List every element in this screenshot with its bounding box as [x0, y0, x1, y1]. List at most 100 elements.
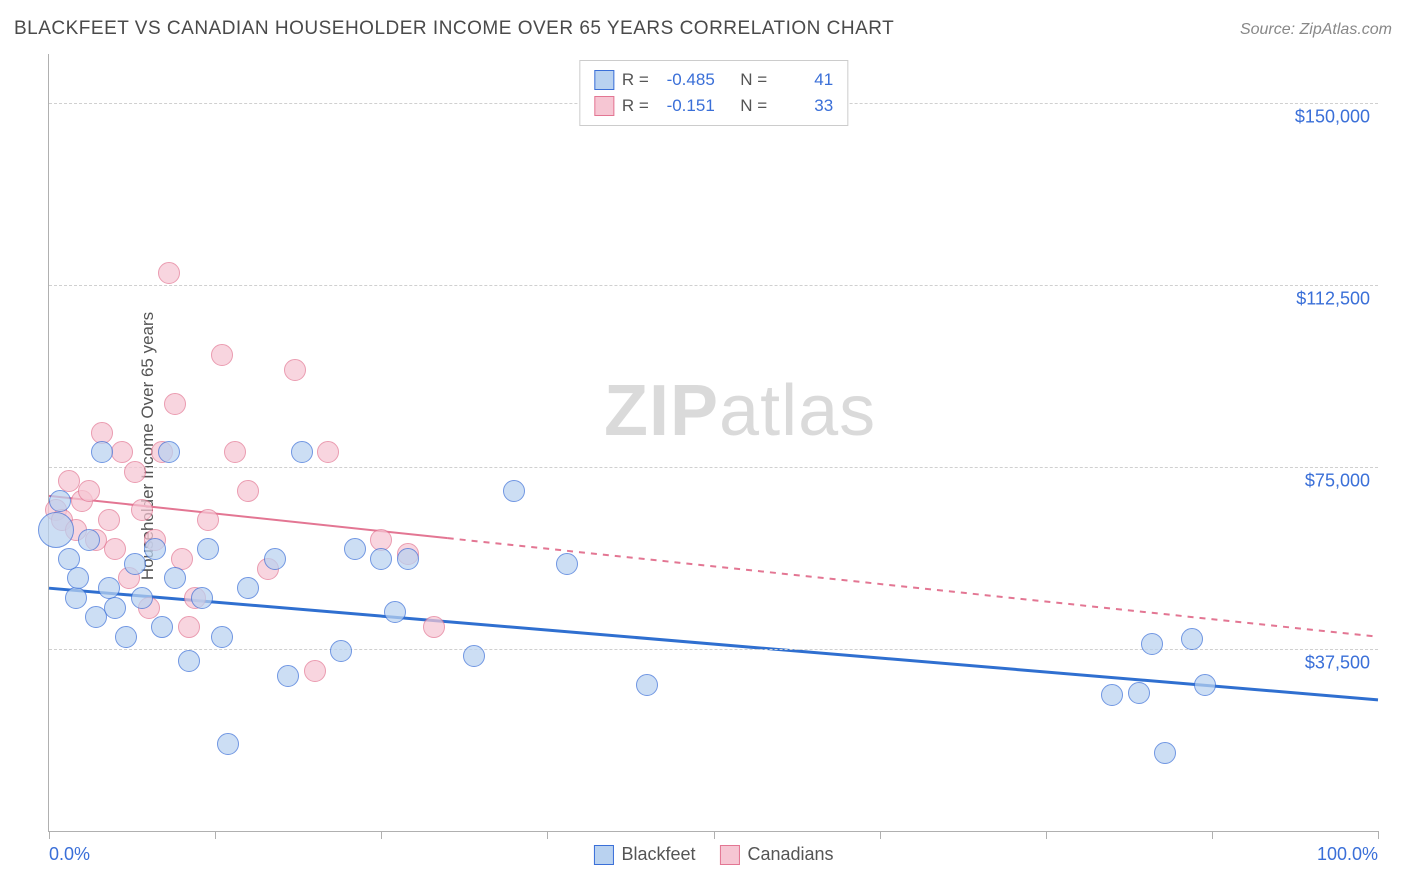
- scatter-point-blackfeet: [124, 553, 146, 575]
- scatter-point-canadians: [98, 509, 120, 531]
- chart-source: Source: ZipAtlas.com: [1240, 21, 1392, 39]
- x-tick: [381, 831, 382, 839]
- scatter-point-blackfeet: [370, 548, 392, 570]
- scatter-point-blackfeet: [1194, 674, 1216, 696]
- trend-lines-svg: [49, 54, 1378, 831]
- scatter-point-blackfeet: [1181, 628, 1203, 650]
- scatter-point-blackfeet: [291, 441, 313, 463]
- scatter-point-blackfeet: [91, 441, 113, 463]
- scatter-point-canadians: [423, 616, 445, 638]
- scatter-point-blackfeet: [49, 490, 71, 512]
- chart-title: BLACKFEET VS CANADIAN HOUSEHOLDER INCOME…: [14, 18, 894, 40]
- scatter-point-blackfeet: [1101, 684, 1123, 706]
- scatter-point-blackfeet: [38, 512, 74, 548]
- scatter-point-blackfeet: [85, 606, 107, 628]
- gridline: [49, 467, 1378, 468]
- legend-stats-row-2: R = -0.151 N = 33: [594, 93, 833, 119]
- scatter-point-blackfeet: [197, 538, 219, 560]
- scatter-point-blackfeet: [264, 548, 286, 570]
- scatter-point-canadians: [197, 509, 219, 531]
- scatter-point-blackfeet: [344, 538, 366, 560]
- y-tick-label: $75,000: [1305, 470, 1370, 491]
- legend-stats: R = -0.485 N = 41 R = -0.151 N = 33: [579, 60, 848, 126]
- scatter-point-canadians: [131, 499, 153, 521]
- y-tick-label: $37,500: [1305, 652, 1370, 673]
- scatter-point-blackfeet: [65, 587, 87, 609]
- scatter-point-blackfeet: [151, 616, 173, 638]
- legend-label: Canadians: [747, 844, 833, 865]
- scatter-point-canadians: [158, 262, 180, 284]
- scatter-point-blackfeet: [144, 538, 166, 560]
- x-tick: [1046, 831, 1047, 839]
- x-tick: [880, 831, 881, 839]
- scatter-point-blackfeet: [217, 733, 239, 755]
- scatter-point-blackfeet: [78, 529, 100, 551]
- scatter-point-blackfeet: [1128, 682, 1150, 704]
- scatter-point-canadians: [317, 441, 339, 463]
- n-value: 33: [775, 93, 833, 119]
- n-label: N =: [740, 93, 767, 119]
- legend-swatch-canadians: [719, 845, 739, 865]
- r-label: R =: [622, 67, 649, 93]
- x-tick-label-end: 100.0%: [1317, 844, 1378, 865]
- legend-item-canadians: Canadians: [719, 844, 833, 865]
- scatter-point-blackfeet: [158, 441, 180, 463]
- n-value: 41: [775, 67, 833, 93]
- scatter-point-blackfeet: [277, 665, 299, 687]
- scatter-point-canadians: [304, 660, 326, 682]
- scatter-point-canadians: [104, 538, 126, 560]
- trend-line-solid: [49, 588, 1378, 700]
- legend-label: Blackfeet: [621, 844, 695, 865]
- legend-stats-row-1: R = -0.485 N = 41: [594, 67, 833, 93]
- scatter-point-blackfeet: [1154, 742, 1176, 764]
- x-tick: [215, 831, 216, 839]
- scatter-point-blackfeet: [178, 650, 200, 672]
- scatter-point-canadians: [124, 461, 146, 483]
- scatter-point-blackfeet: [503, 480, 525, 502]
- gridline: [49, 649, 1378, 650]
- y-tick-label: $150,000: [1295, 106, 1370, 127]
- x-tick-label-start: 0.0%: [49, 844, 90, 865]
- r-value: -0.151: [657, 93, 715, 119]
- scatter-point-blackfeet: [636, 674, 658, 696]
- x-tick: [1378, 831, 1379, 839]
- scatter-point-blackfeet: [1141, 633, 1163, 655]
- n-label: N =: [740, 67, 767, 93]
- r-value: -0.485: [657, 67, 715, 93]
- legend-item-blackfeet: Blackfeet: [593, 844, 695, 865]
- scatter-point-blackfeet: [191, 587, 213, 609]
- scatter-point-blackfeet: [164, 567, 186, 589]
- y-tick-label: $112,500: [1296, 288, 1370, 309]
- legend-swatch-blackfeet: [594, 70, 614, 90]
- scatter-point-canadians: [178, 616, 200, 638]
- trend-line-dashed: [448, 538, 1378, 637]
- plot-area: ZIPatlas R = -0.485 N = 41 R = -0.151 N …: [48, 54, 1378, 832]
- scatter-point-blackfeet: [104, 597, 126, 619]
- scatter-point-canadians: [224, 441, 246, 463]
- scatter-point-canadians: [211, 344, 233, 366]
- scatter-point-blackfeet: [330, 640, 352, 662]
- x-tick: [714, 831, 715, 839]
- scatter-point-blackfeet: [463, 645, 485, 667]
- x-tick: [49, 831, 50, 839]
- legend-swatch-blackfeet: [593, 845, 613, 865]
- x-tick: [1212, 831, 1213, 839]
- scatter-point-canadians: [284, 359, 306, 381]
- scatter-point-canadians: [164, 393, 186, 415]
- gridline: [49, 285, 1378, 286]
- scatter-point-blackfeet: [211, 626, 233, 648]
- scatter-point-canadians: [111, 441, 133, 463]
- scatter-point-canadians: [78, 480, 100, 502]
- legend-series: Blackfeet Canadians: [593, 844, 833, 865]
- chart-header: BLACKFEET VS CANADIAN HOUSEHOLDER INCOME…: [14, 18, 1392, 40]
- scatter-point-blackfeet: [67, 567, 89, 589]
- x-tick: [547, 831, 548, 839]
- scatter-point-blackfeet: [237, 577, 259, 599]
- r-label: R =: [622, 93, 649, 119]
- scatter-point-blackfeet: [115, 626, 137, 648]
- scatter-point-canadians: [237, 480, 259, 502]
- scatter-point-blackfeet: [556, 553, 578, 575]
- scatter-point-blackfeet: [384, 601, 406, 623]
- legend-swatch-canadians: [594, 96, 614, 116]
- scatter-point-blackfeet: [397, 548, 419, 570]
